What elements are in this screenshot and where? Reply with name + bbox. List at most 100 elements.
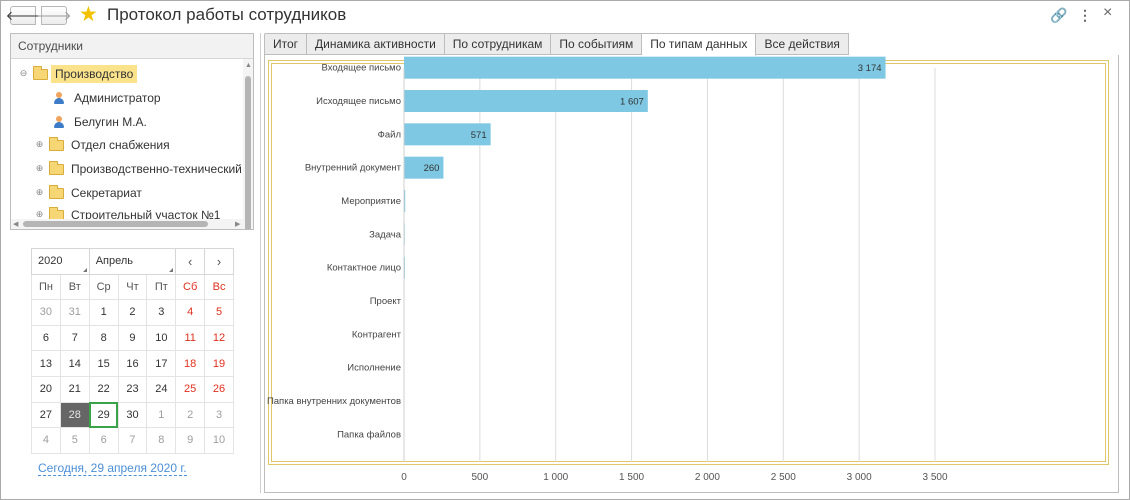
day-cell[interactable]: 22 (88, 375, 119, 403)
folder-icon (49, 160, 64, 175)
forward-button[interactable]: 🡒 (37, 6, 71, 25)
today-link[interactable]: Сегодня, 29 апреля 2020 г. (38, 461, 187, 476)
tree-horizontal-scrollbar[interactable]: ◀ ▶ (11, 219, 245, 229)
day-cell[interactable]: 26 (204, 375, 234, 403)
dropdown-corner-icon (169, 267, 174, 272)
expand-icon[interactable]: ⊕ (35, 163, 44, 173)
category-label: Внутренний документ (305, 163, 402, 174)
arrow-right-icon: 🡒 (36, 7, 72, 23)
day-cell[interactable]: 2 (117, 299, 148, 326)
category-label: Исполнение (347, 363, 401, 374)
link-icon[interactable]: 🔗 (1050, 7, 1068, 23)
tab-bar: Итог Динамика активности По сотрудникам … (264, 33, 849, 56)
category-label: Входящее письмо (321, 63, 401, 74)
folder-icon (33, 65, 48, 80)
day-cell[interactable]: 24 (146, 375, 177, 403)
week-row: 27 28 29 30 1 2 3 (31, 401, 234, 429)
expand-icon[interactable]: ⊕ (35, 209, 44, 219)
tree-item-label: Администратор (74, 91, 161, 105)
x-tick-label: 0 (401, 472, 407, 483)
category-label: Файл (378, 129, 401, 140)
tab-by-data-types[interactable]: По типам данных (642, 33, 757, 56)
day-cell[interactable]: 6 (31, 324, 61, 352)
bar-value-label: 3 174 (858, 63, 882, 74)
panel-splitter[interactable] (260, 33, 261, 493)
tree-item-supply[interactable]: Отдел снабжения (49, 135, 170, 155)
tree-vertical-scrollbar[interactable]: ▲ (243, 59, 253, 229)
week-row: 13 14 15 16 17 18 19 (31, 350, 234, 377)
tree-item-label: Строительный участок №1 (71, 208, 221, 222)
arrow-left-icon: 🡐 (5, 7, 41, 23)
scroll-right-icon[interactable]: ▶ (235, 221, 241, 228)
day-cell[interactable]: 20 (31, 375, 61, 403)
expand-icon[interactable]: ⊕ (35, 139, 44, 149)
tree-item-pto[interactable]: Производственно-технический отдел (49, 159, 253, 179)
more-vert-icon[interactable]: ⋮ (1078, 7, 1092, 23)
tab-by-employees[interactable]: По сотрудникам (444, 33, 552, 55)
tree-header: Сотрудники (11, 34, 253, 59)
favorite-star-icon[interactable]: ★ (79, 3, 98, 26)
next-month-button[interactable]: › (204, 248, 234, 275)
chart-container (264, 55, 1119, 493)
category-label: Папка файлов (337, 429, 401, 440)
day-cell[interactable]: 13 (31, 350, 61, 377)
tab-by-events[interactable]: По событиям (551, 33, 643, 55)
category-label: Мероприятие (341, 196, 401, 207)
bar-value-label: 571 (471, 130, 487, 141)
tree-item-label: Отдел снабжения (71, 138, 170, 152)
page-title: Протокол работы сотрудников (107, 5, 347, 24)
tree-item-label: Производственно-технический отдел (71, 162, 253, 176)
scroll-thumb[interactable] (23, 221, 208, 227)
bar (404, 90, 648, 112)
day-cell[interactable]: 8 (146, 427, 177, 454)
bar (404, 123, 491, 146)
day-cell[interactable]: 4 (31, 427, 61, 454)
tab-all-actions[interactable]: Все действия (756, 33, 849, 55)
bar (404, 156, 444, 179)
day-cell[interactable]: 9 (117, 324, 148, 352)
category-label: Задача (369, 229, 402, 240)
weekday: Сб (175, 273, 206, 301)
chevron-right-icon: › (216, 253, 222, 269)
day-cell[interactable]: 16 (117, 350, 148, 377)
month-select[interactable]: Апрель (88, 248, 177, 275)
bar-value-label: 1 607 (620, 97, 644, 108)
year-select[interactable]: 2020 (31, 248, 90, 275)
month-value: Апрель (95, 255, 134, 268)
week-row: 6 7 8 9 10 11 12 (31, 324, 234, 352)
day-cell[interactable]: 10 (204, 427, 234, 454)
tree-item-secretariat[interactable]: Секретариат (49, 183, 142, 203)
category-label: Контрагент (352, 329, 402, 340)
tree-item-admin[interactable]: Администратор (52, 88, 161, 108)
day-cell[interactable]: 25 (175, 375, 206, 403)
employees-tree[interactable]: Сотрудники ⊖ Производство Администратор … (10, 33, 254, 230)
dropdown-corner-icon (82, 267, 87, 272)
year-value: 2020 (38, 255, 63, 268)
expand-icon[interactable]: ⊕ (35, 187, 44, 197)
day-cell[interactable]: 31 (59, 299, 90, 326)
window-header: 🡐 🡒 ★ Протокол работы сотрудников 🔗 ⋮ × (0, 0, 1130, 31)
close-icon[interactable]: × (1103, 4, 1113, 21)
day-cell[interactable]: 27 (31, 401, 61, 429)
tab-total[interactable]: Итог (264, 33, 308, 55)
tab-activity-dynamics[interactable]: Динамика активности (307, 33, 445, 55)
scroll-left-icon[interactable]: ◀ (13, 221, 19, 228)
day-cell[interactable]: 12 (204, 324, 234, 352)
x-tick-label: 500 (472, 472, 489, 483)
back-button[interactable]: 🡐 (6, 6, 40, 25)
tree-item-belugin[interactable]: Белугин М.А. (52, 112, 147, 132)
scroll-up-icon[interactable]: ▲ (245, 62, 252, 69)
day-cell[interactable]: 19 (204, 350, 234, 377)
bar (404, 56, 886, 79)
folder-icon (49, 184, 64, 199)
day-cell[interactable]: 6 (88, 427, 119, 454)
day-cell[interactable]: 2 (175, 401, 206, 429)
day-cell-selected[interactable]: 28 (59, 401, 90, 429)
day-cell[interactable]: 8 (88, 324, 119, 352)
scroll-thumb[interactable] (245, 76, 251, 229)
collapse-icon[interactable]: ⊖ (19, 68, 28, 78)
tree-item-production[interactable]: Производство (33, 64, 138, 84)
day-cell[interactable]: 9 (175, 427, 206, 454)
category-label: Контактное лицо (327, 263, 401, 274)
